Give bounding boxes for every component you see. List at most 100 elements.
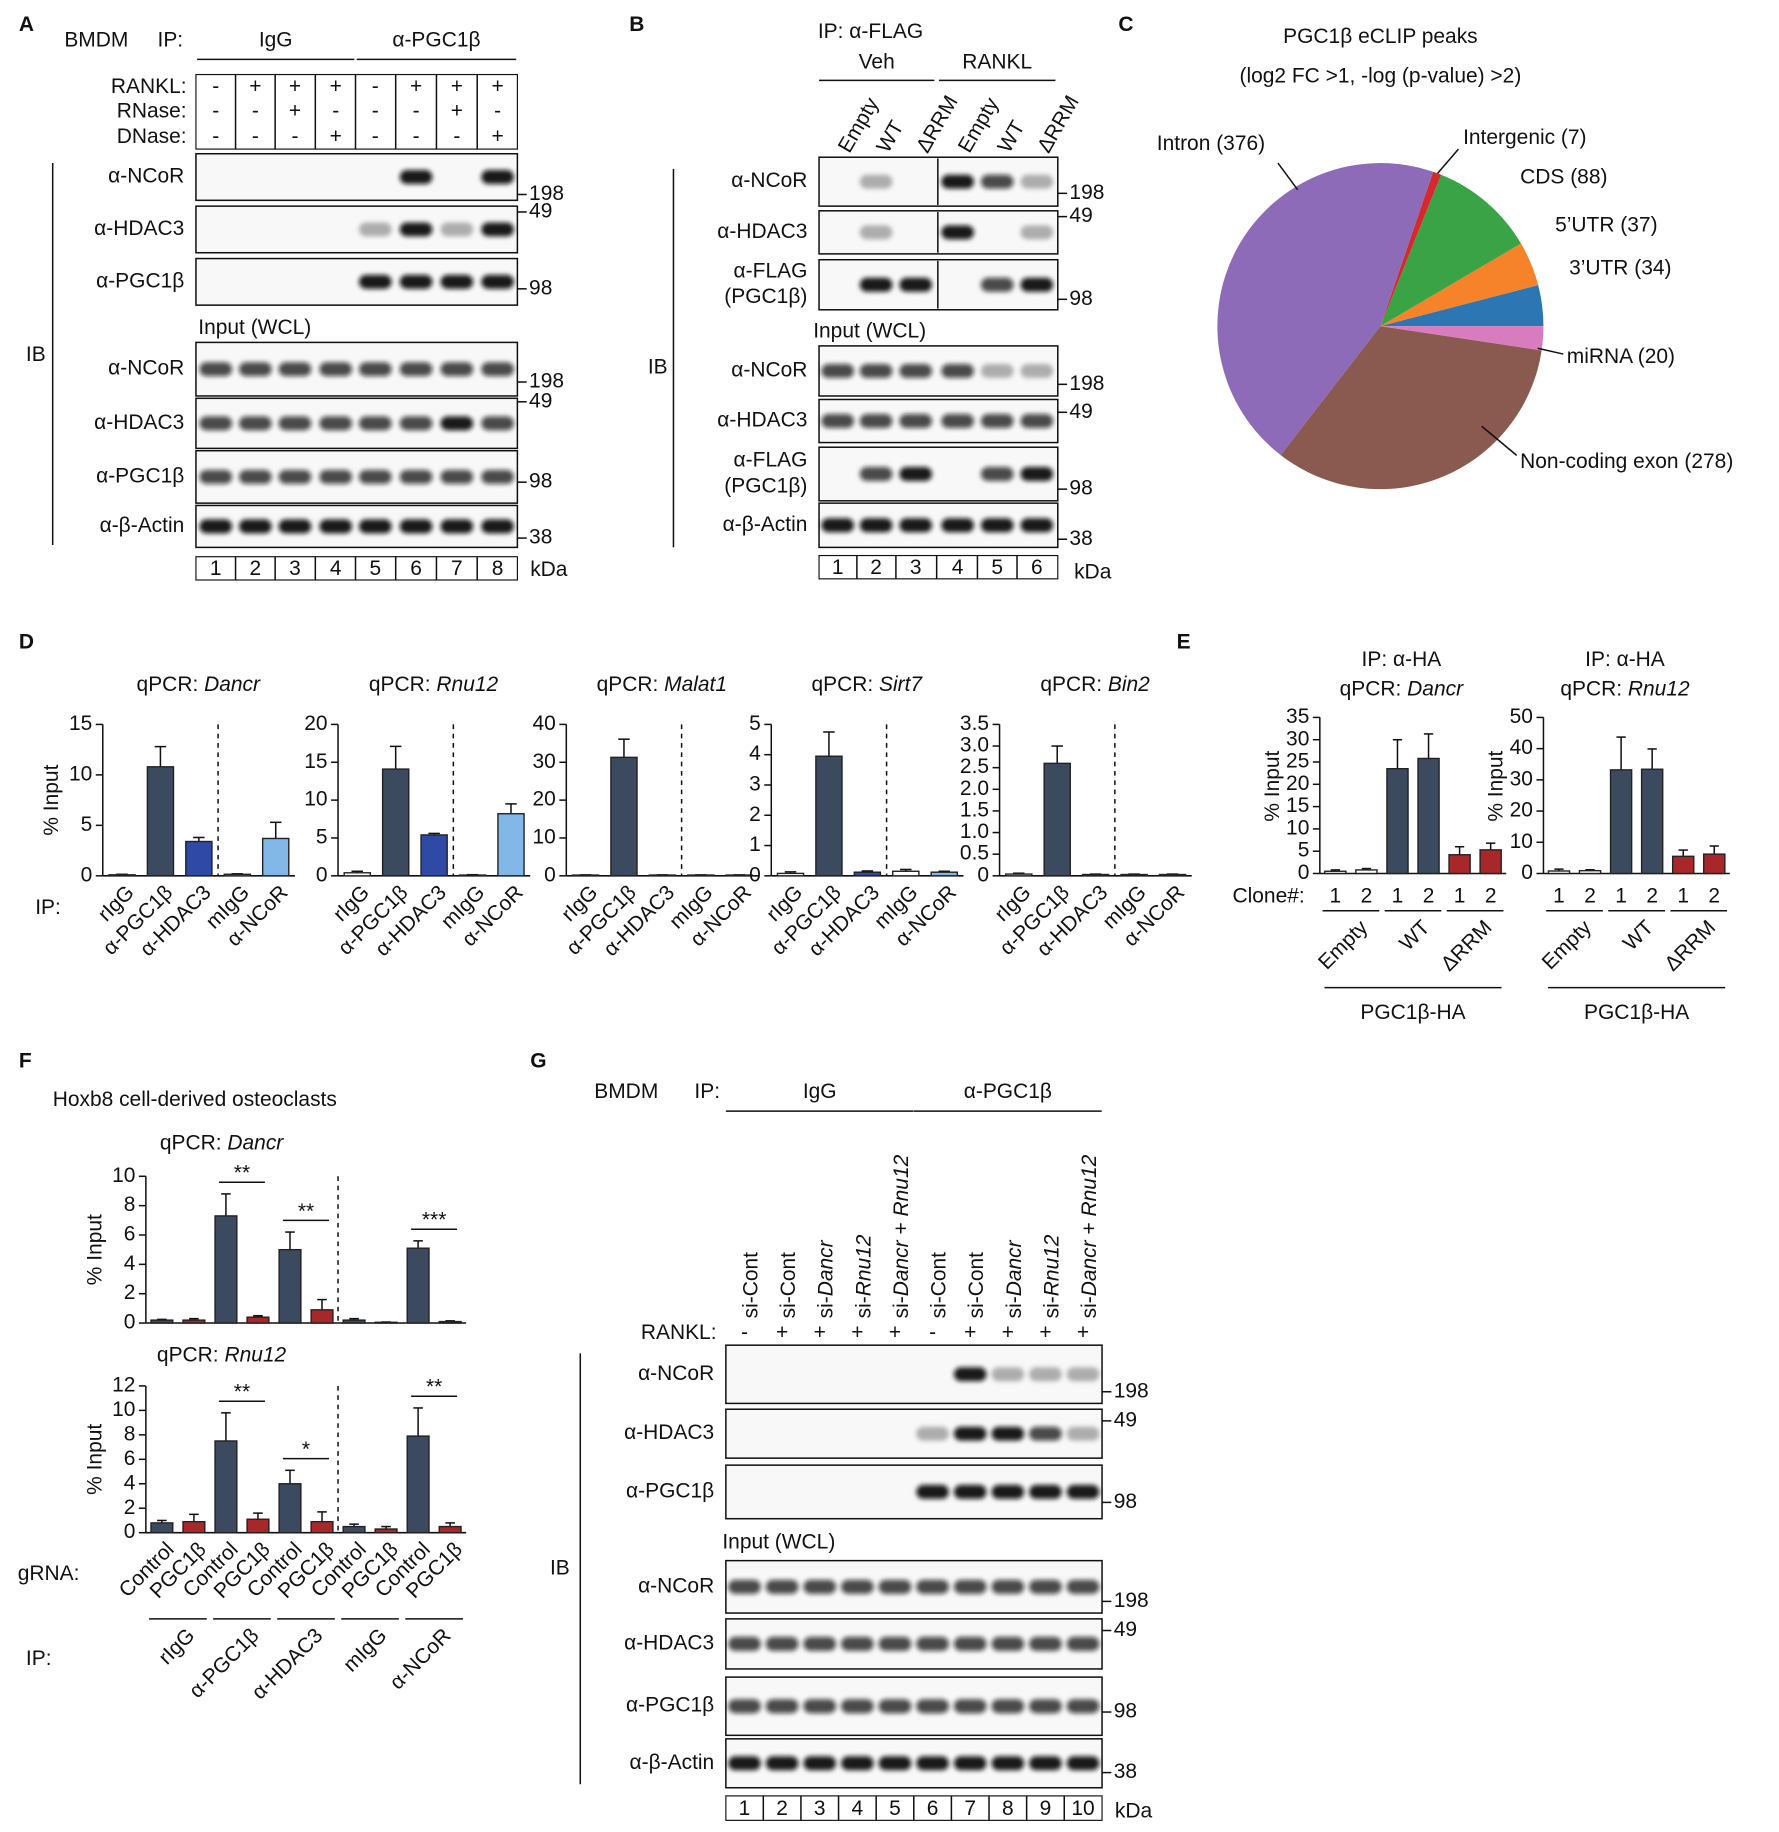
blot-label: α-HDAC3	[717, 409, 807, 432]
condition-sign: +	[491, 125, 503, 148]
text-part: si-	[889, 1296, 912, 1318]
y-tick-label: 0	[124, 1520, 136, 1543]
band	[319, 469, 353, 484]
size-marker: 198	[529, 182, 564, 205]
condition-sign: +	[330, 125, 342, 148]
bar	[497, 813, 525, 877]
ip-label: IP:	[158, 28, 184, 51]
slice-label: Intron (376)	[1157, 132, 1265, 155]
band	[859, 174, 893, 189]
ip-label: IP:	[694, 1080, 720, 1103]
bar	[815, 755, 843, 877]
x-tick-label: 1	[1330, 884, 1342, 907]
x-tick-label: 1	[1677, 884, 1689, 907]
panel-letter: F	[19, 1050, 32, 1073]
lane-number: 2	[250, 557, 262, 580]
bar	[406, 1247, 430, 1324]
lane-label: si-Rnu12	[852, 1234, 875, 1318]
panel-letter: B	[629, 13, 644, 36]
band	[239, 519, 272, 534]
lane-number: 7	[964, 1797, 976, 1820]
text-part: qPCR:	[137, 672, 199, 695]
bar	[146, 766, 175, 877]
blot	[818, 398, 1059, 444]
band	[728, 1756, 761, 1771]
band	[916, 1636, 949, 1651]
band	[803, 1699, 837, 1714]
band	[359, 362, 392, 377]
text-part: Bin2	[1108, 672, 1150, 695]
condition-sign: +	[776, 1321, 788, 1344]
bar	[261, 837, 290, 877]
x-tick-label: 1	[1392, 884, 1404, 907]
band	[878, 1699, 912, 1714]
band	[841, 1699, 874, 1714]
size-marker: 198	[1069, 372, 1104, 395]
y-axis-label: % Input	[1484, 750, 1507, 821]
chart-heading: IP: α-HA	[1362, 648, 1442, 671]
slice-label: 5’UTR (37)	[1555, 213, 1657, 236]
y-tick-label: 50	[1510, 705, 1533, 728]
condition-sign: -	[453, 125, 460, 148]
band	[440, 274, 474, 289]
x-tick-label: 2	[1485, 884, 1497, 907]
x-tick-label: 1	[1454, 884, 1466, 907]
y-tick-label: 5	[81, 813, 93, 836]
x-tick-label: 2	[1584, 884, 1596, 907]
y-tick-label: 8	[124, 1422, 136, 1445]
ib-label: IB	[26, 343, 46, 366]
blot-label: α-NCoR	[638, 1574, 714, 1597]
text-part: si-	[1078, 1296, 1101, 1318]
significance: **	[298, 1200, 314, 1223]
band	[941, 518, 974, 533]
lane-label: ΔRRM	[1033, 92, 1084, 157]
input-title: Input (WCL)	[813, 319, 926, 342]
condition-sign: -	[212, 99, 219, 122]
y-tick-label: 2	[124, 1496, 136, 1519]
band	[953, 1579, 987, 1594]
band	[878, 1636, 912, 1651]
lane-number: 1	[739, 1797, 751, 1820]
band	[859, 414, 893, 429]
text-part: Rnu12	[436, 672, 498, 695]
text-part: Rnu12	[889, 1154, 912, 1216]
size-marker: 198	[1114, 1379, 1149, 1402]
group-label: α-HDAC3	[247, 1624, 327, 1704]
leader-line	[1537, 347, 1564, 355]
band	[359, 469, 392, 484]
lane-label: si-Cont	[739, 1252, 762, 1319]
y-tick-label: 0	[124, 1311, 136, 1334]
band	[481, 469, 514, 484]
band	[899, 414, 933, 429]
condition-sign: -	[413, 99, 420, 122]
band	[481, 519, 514, 534]
band	[199, 519, 233, 534]
bar	[310, 1520, 334, 1534]
bar	[374, 1528, 398, 1534]
lane-label: WT	[993, 117, 1029, 157]
size-marker: 98	[1114, 1700, 1137, 1723]
lane-number: 6	[1031, 556, 1043, 579]
condition-sign: -	[252, 99, 259, 122]
band	[916, 1579, 949, 1594]
group-label: Veh	[859, 50, 895, 73]
band	[991, 1426, 1025, 1441]
size-marker: 198	[1069, 181, 1104, 204]
y-tick-label: 3.5	[960, 712, 989, 735]
band	[278, 362, 312, 377]
bar	[1448, 854, 1471, 875]
y-tick-label: 12	[112, 1373, 135, 1396]
lane-number: 2	[870, 556, 882, 579]
band	[481, 170, 514, 185]
band	[859, 467, 893, 482]
x-tick-label: 2	[1646, 884, 1658, 907]
text-part: +	[1078, 1216, 1101, 1240]
text-part: Rnu12	[1078, 1154, 1101, 1216]
y-tick-label: 5	[316, 825, 328, 848]
bar	[246, 1316, 270, 1324]
band	[239, 416, 272, 431]
bar	[278, 1248, 302, 1324]
condition-sign: +	[410, 75, 422, 98]
text-part: qPCR:	[160, 1131, 222, 1154]
lane-label: si-Dancr	[1002, 1239, 1025, 1318]
